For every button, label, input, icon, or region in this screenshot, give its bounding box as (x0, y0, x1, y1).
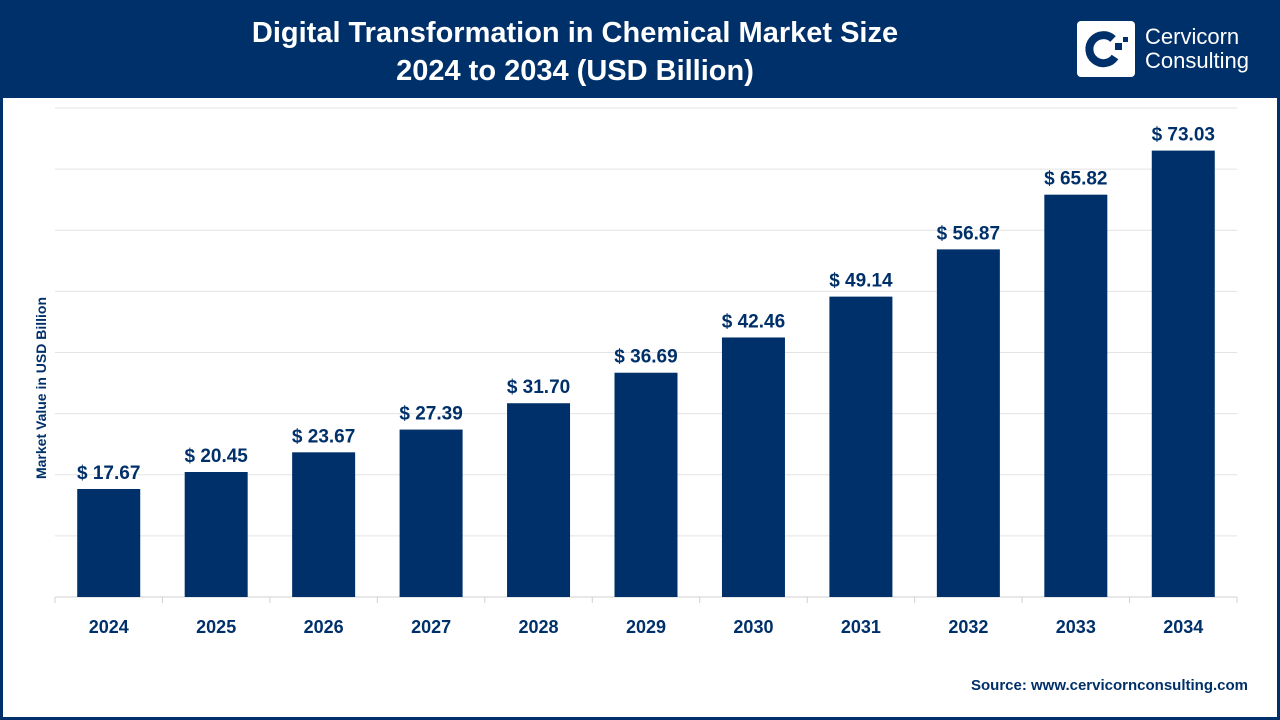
x-tick-label-2032: 2032 (948, 617, 988, 637)
x-tick-label-2030: 2030 (733, 617, 773, 637)
header-banner: Digital Transformation in Chemical Marke… (0, 0, 1280, 98)
bar-2028 (507, 403, 571, 597)
x-tick-label-2029: 2029 (626, 617, 666, 637)
x-tick-label-2033: 2033 (1056, 617, 1096, 637)
data-label-2028: $ 31.70 (507, 377, 570, 398)
company-logo: Cervicorn Consulting (1077, 21, 1249, 77)
x-tick-label-2034: 2034 (1163, 617, 1203, 637)
x-tick-label-2025: 2025 (196, 617, 236, 637)
data-label-2029: $ 36.69 (614, 347, 677, 368)
data-label-2025: $ 20.45 (184, 446, 248, 467)
bar-2024 (77, 488, 141, 597)
chart-title-line2: 2024 to 2034 (USD Billion) (396, 55, 754, 87)
x-tick-label-2024: 2024 (89, 617, 129, 637)
x-tick-label-2026: 2026 (304, 617, 344, 637)
data-label-2033: $ 65.82 (1044, 169, 1107, 190)
data-label-2030: $ 42.46 (722, 311, 785, 332)
bar-2031 (829, 296, 893, 597)
x-tick-label-2027: 2027 (411, 617, 451, 637)
bar-2026 (292, 452, 356, 597)
bar-2030 (721, 337, 785, 597)
data-label-2032: $ 56.87 (937, 223, 1000, 244)
chart-title-line1: Digital Transformation in Chemical Marke… (251, 17, 899, 49)
data-label-2031: $ 49.14 (829, 271, 893, 292)
data-label-2027: $ 27.39 (399, 404, 462, 425)
x-tick-label-2028: 2028 (519, 617, 559, 637)
source-note: Source: www.cervicornconsulting.com (970, 677, 1248, 694)
bar-2034 (1151, 150, 1215, 597)
bar-2025 (184, 471, 248, 597)
bar-2027 (399, 429, 463, 597)
bar-2029 (614, 372, 678, 597)
data-label-2034: $ 73.03 (1152, 125, 1215, 146)
logo-text-line1: Cervicorn (1145, 24, 1240, 49)
bar-2032 (936, 249, 1000, 597)
bar-2033 (1044, 194, 1108, 598)
logo-text-line2: Consulting (1145, 48, 1249, 73)
y-axis-label: Market Value in USD Billion (33, 297, 49, 479)
logo-icon (1077, 21, 1135, 77)
data-label-2024: $ 17.67 (77, 463, 140, 484)
x-tick-label-2031: 2031 (841, 617, 881, 637)
data-label-2026: $ 23.67 (292, 426, 355, 447)
